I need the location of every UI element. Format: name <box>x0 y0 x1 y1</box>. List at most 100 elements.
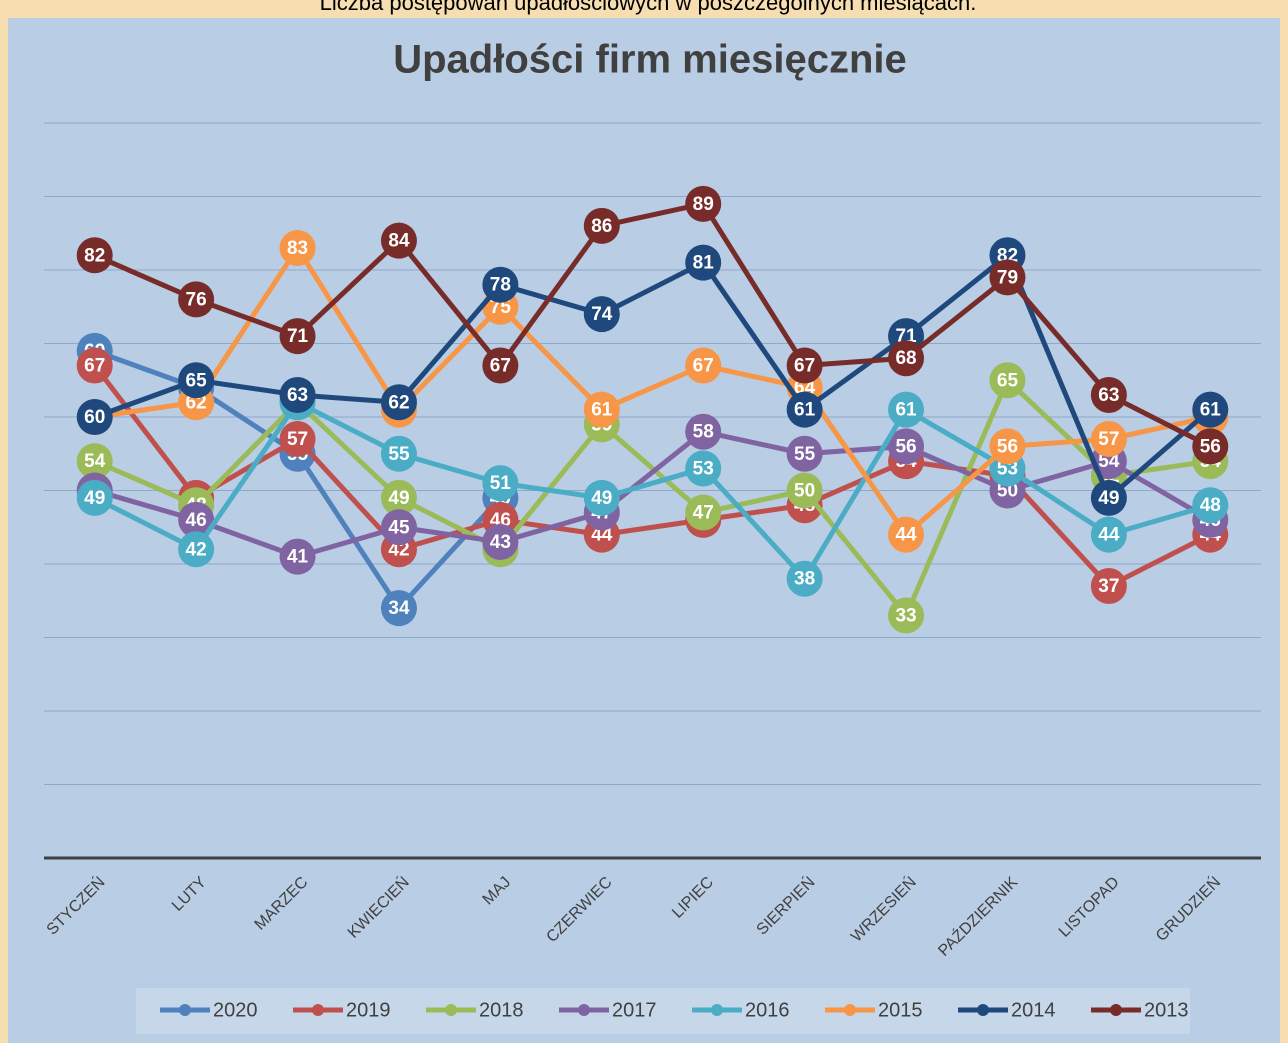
data-point <box>178 501 215 538</box>
data-label: 63 <box>287 385 308 406</box>
data-label: 84 <box>388 231 410 252</box>
series-line <box>93 377 1211 618</box>
data-label: 65 <box>186 370 208 391</box>
data-label: 50 <box>794 481 815 502</box>
data-point <box>1192 391 1229 428</box>
legend-label: 2019 <box>346 999 391 1021</box>
data-label: 61 <box>794 400 816 421</box>
data-label: 82 <box>84 245 105 266</box>
data-label: 86 <box>591 216 612 237</box>
data-label: 47 <box>693 503 714 524</box>
data-point <box>1192 428 1229 465</box>
data-label: 44 <box>895 525 917 546</box>
data-label: 49 <box>84 488 105 509</box>
legend-label: 2017 <box>612 999 657 1021</box>
data-point <box>685 494 722 531</box>
data-label: 83 <box>287 238 308 259</box>
legend-marker <box>844 1004 856 1016</box>
data-point <box>380 509 417 546</box>
chart-title: Upadłości firm miesięcznie <box>393 38 907 82</box>
data-point <box>1090 516 1127 553</box>
data-label: 62 <box>186 392 207 413</box>
data-point <box>76 399 113 435</box>
data-label: 48 <box>1200 495 1221 516</box>
data-label: 55 <box>388 444 410 465</box>
legend-marker <box>711 1004 723 1016</box>
data-point <box>380 222 417 259</box>
data-label: 41 <box>287 547 309 568</box>
data-point <box>786 435 823 472</box>
data-point <box>76 347 113 384</box>
legend-label: 2014 <box>1011 999 1056 1021</box>
data-point <box>279 538 316 575</box>
data-label: 75 <box>490 297 512 318</box>
data-label: 53 <box>997 458 1018 479</box>
data-point <box>1090 421 1127 458</box>
data-point <box>178 281 215 318</box>
data-point <box>786 560 823 597</box>
data-label: 76 <box>186 289 207 310</box>
data-label: 43 <box>490 532 511 553</box>
data-point <box>583 391 620 428</box>
data-point <box>178 362 215 399</box>
data-label: 67 <box>693 356 714 377</box>
legend-marker <box>1110 1004 1122 1016</box>
data-label: 58 <box>693 422 714 443</box>
data-point <box>888 597 925 634</box>
data-label: 44 <box>591 525 613 546</box>
data-point <box>380 479 417 516</box>
legend-label: 2020 <box>213 999 258 1021</box>
data-point <box>279 421 316 458</box>
data-point <box>1192 487 1229 524</box>
data-point <box>1090 568 1127 605</box>
data-point <box>685 185 722 222</box>
data-point <box>786 472 823 509</box>
data-label: 38 <box>794 569 815 590</box>
data-label: 67 <box>794 356 815 377</box>
data-label: 37 <box>1098 576 1119 597</box>
data-label: 46 <box>186 510 207 531</box>
legend-label: 2018 <box>479 999 524 1021</box>
legend-marker <box>445 1004 457 1016</box>
data-label: 57 <box>287 429 308 450</box>
data-point <box>1090 479 1127 516</box>
data-point <box>786 347 823 384</box>
data-label: 89 <box>693 194 714 215</box>
data-label: 71 <box>287 326 309 347</box>
data-point <box>482 523 519 560</box>
data-label: 63 <box>1098 385 1119 406</box>
legend-label: 2016 <box>745 999 790 1021</box>
legend-label: 2013 <box>1144 999 1189 1021</box>
series-line <box>93 399 1211 582</box>
data-point <box>888 516 925 553</box>
legend-marker <box>977 1004 989 1016</box>
data-label: 44 <box>1098 525 1120 546</box>
data-point <box>482 266 519 303</box>
legend-label: 2015 <box>878 999 923 1021</box>
data-label: 54 <box>84 451 106 472</box>
data-point <box>380 435 417 472</box>
data-label: 42 <box>186 539 207 560</box>
data-point <box>583 296 620 333</box>
data-label: 65 <box>997 370 1019 391</box>
data-point <box>279 376 316 413</box>
legend-marker <box>179 1004 191 1016</box>
data-label: 57 <box>1098 429 1119 450</box>
data-point <box>888 340 925 377</box>
data-label: 33 <box>895 605 916 626</box>
data-label: 81 <box>693 253 715 274</box>
data-point <box>888 391 925 428</box>
data-label: 45 <box>388 517 410 538</box>
data-point <box>380 384 417 421</box>
data-point <box>279 229 316 266</box>
data-point <box>76 237 113 274</box>
data-point <box>482 347 519 384</box>
data-label: 67 <box>490 356 511 377</box>
data-label: 56 <box>997 436 1018 457</box>
data-point <box>989 428 1026 465</box>
data-label: 61 <box>1200 400 1222 421</box>
data-point <box>583 479 620 516</box>
legend-marker <box>578 1004 590 1016</box>
